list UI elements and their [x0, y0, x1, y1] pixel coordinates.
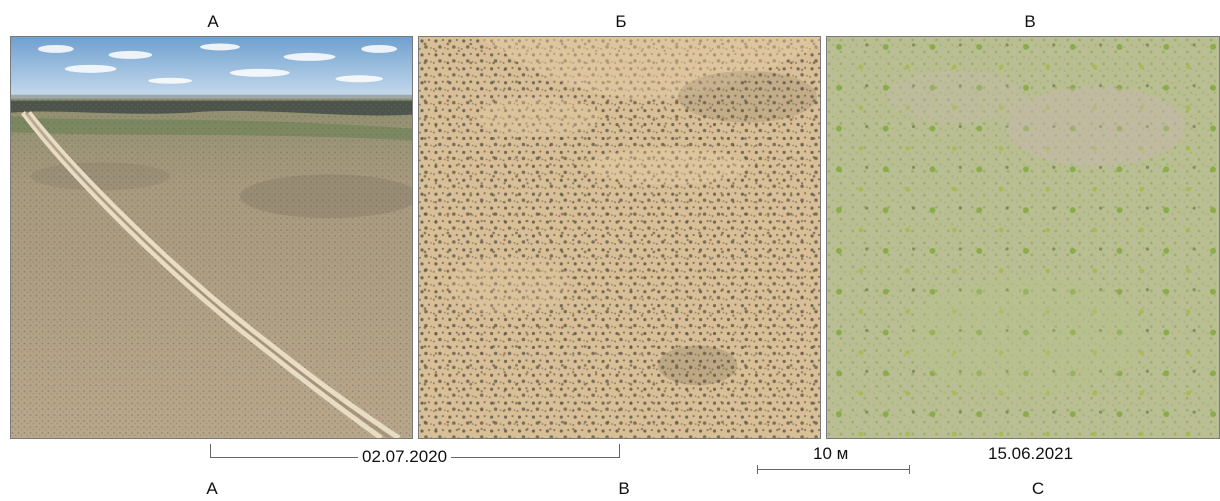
photo-panel-b [418, 36, 821, 439]
photo-panel-c [826, 36, 1220, 439]
panel-label-top-c: В [1024, 12, 1036, 31]
photo-panel-a [10, 36, 413, 439]
date-first: 02.07.2020 [358, 447, 452, 467]
panel-label-bottom-c: C [1031, 479, 1045, 498]
date-bar-left-tick [210, 444, 211, 458]
scale-bar-line [757, 469, 910, 470]
panel-label-top-a: А [207, 12, 219, 31]
panel-label-bottom-a: A [206, 479, 218, 498]
scale-bar-label: 10 м [813, 444, 849, 463]
date-second: 15.06.2021 [988, 444, 1074, 463]
scale-bar-right-tick [909, 465, 910, 474]
date-bar-right-tick [619, 444, 620, 458]
panel-label-top-b: Б [615, 12, 627, 31]
panel-label-bottom-b: B [618, 479, 630, 498]
